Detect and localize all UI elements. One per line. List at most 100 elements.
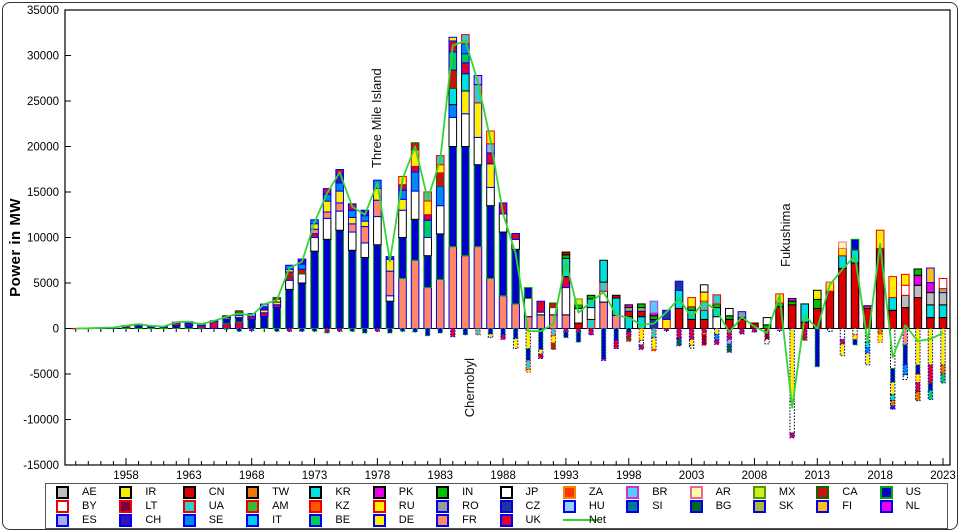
bar-segment-US	[435, 233, 445, 280]
bar-segment-US	[297, 282, 307, 329]
legend-swatch	[689, 500, 703, 514]
bar-segment-CA	[234, 310, 244, 314]
legend-label: RU	[398, 500, 415, 513]
bar-segment-FR	[486, 277, 495, 330]
legend-item-cz: CZ	[499, 500, 563, 514]
bar-segment-SE	[360, 215, 370, 222]
shutdown-segment-JP	[827, 328, 833, 332]
bar-segment-US	[423, 255, 432, 289]
bar-segment-JP	[297, 273, 307, 284]
bar-segment-UK	[259, 312, 269, 317]
bar-segment-DE	[473, 102, 483, 138]
legend-label: ES	[82, 513, 97, 526]
legend-column: IR LT CH	[119, 486, 182, 527]
legend-label: NL	[905, 500, 920, 513]
legend-swatch	[436, 486, 450, 500]
shutdown-segment-US	[538, 328, 544, 350]
shutdown-segment-DE	[512, 338, 519, 350]
bar-segment-IN	[812, 298, 822, 309]
shutdown-segment-UK	[588, 328, 594, 336]
shutdown-segment-SE	[714, 333, 720, 341]
bar-segment-JP	[461, 113, 470, 147]
bar-segment-CN	[913, 297, 923, 329]
shutdown-segment-UK	[714, 339, 720, 345]
bar-segment-US	[310, 250, 319, 329]
bar-segment-SE	[448, 104, 458, 118]
legend-item-it: IT	[246, 513, 309, 528]
bar-segment-JP	[725, 307, 734, 317]
bar-segment-UK	[461, 62, 470, 75]
shutdown-segment-UK	[563, 328, 569, 333]
legend-label: CN	[208, 486, 225, 499]
legend-column: US NL	[879, 486, 943, 527]
bar-segment-CN	[687, 318, 696, 329]
shutdown-segment-US	[512, 328, 519, 340]
legend-swatch	[119, 486, 133, 500]
bar-segment-UA	[599, 281, 608, 292]
bar-segment-IN	[913, 268, 923, 276]
annotation-fukushima: Fukushima	[777, 203, 793, 267]
legend-column: IN RO FR	[436, 486, 499, 527]
bar-segment-AE	[938, 292, 948, 306]
bar-segment-US	[523, 287, 533, 299]
bar-segment-SE	[335, 182, 344, 192]
bar-segment-IN	[561, 254, 571, 259]
bar-segment-US	[335, 229, 344, 329]
bar-segment-MX	[574, 298, 583, 306]
bar-segment-BR	[649, 300, 659, 314]
legend-label: BE	[335, 513, 351, 526]
shutdown-segment-UK	[538, 353, 544, 360]
bar-segment-AE	[913, 284, 923, 299]
x-tick-label: 2013	[804, 470, 830, 482]
bar-segment-JP	[310, 237, 319, 252]
bar-segment-JP	[322, 217, 332, 240]
shutdown-segment-US	[437, 328, 443, 334]
shutdown-segment-US	[915, 364, 921, 375]
bar-segment-CN	[938, 317, 948, 329]
shutdown-segment-CH	[890, 405, 896, 410]
bar-segment-UK	[410, 165, 420, 173]
bar-segment-RU	[900, 273, 910, 286]
legend-column: JP CZ UK	[499, 486, 563, 528]
y-tick-label: 0	[53, 324, 59, 336]
legend-item-es: ES	[56, 513, 119, 528]
bar-segment-CN	[926, 317, 935, 329]
shutdown-segment-JP	[839, 328, 846, 340]
shutdown-segment-UK	[299, 329, 305, 332]
bar-segment-CN	[699, 318, 709, 329]
shutdown-segment-US	[902, 344, 908, 366]
legend-item-fi: FI	[816, 500, 879, 514]
shutdown-segment-BE	[940, 373, 946, 384]
legend-swatch	[499, 513, 513, 527]
legend-item-kr: KR	[309, 486, 372, 500]
shutdown-segment-UK	[248, 328, 255, 331]
bar-segment-IN	[649, 315, 659, 320]
y-tick-label: 35000	[27, 5, 59, 17]
legend-swatch	[119, 500, 133, 514]
bar-segment-UA	[712, 294, 722, 305]
shutdown-segment-US	[814, 328, 820, 368]
shutdown-segment-UK	[663, 328, 670, 331]
shutdown-segment-US	[236, 328, 242, 332]
legend-label: AE	[82, 486, 97, 499]
shutdown-segment-DE	[915, 328, 921, 366]
legend-column: CA FI	[816, 486, 879, 527]
legend-swatch	[499, 486, 513, 500]
shutdown-segment-LT	[701, 333, 707, 346]
y-tick-label: -5000	[30, 369, 59, 381]
bar-segment-KR	[938, 304, 948, 319]
y-tick-label: 10000	[27, 233, 59, 245]
legend-label: UA	[208, 500, 224, 513]
shutdown-segment-UK	[324, 328, 330, 333]
legend-label: KZ	[335, 500, 350, 513]
bar-segment-RU	[662, 318, 671, 329]
shutdown-segment-US	[424, 328, 431, 337]
y-tick-label: -10000	[23, 415, 59, 427]
bar-segment-KR	[461, 73, 470, 92]
legend-swatch	[499, 500, 513, 514]
shutdown-segment-UK	[613, 339, 619, 350]
legend-item-tw: TW	[246, 486, 309, 500]
bar-segment-CN	[787, 304, 797, 329]
legend-item-uk: UK	[499, 513, 563, 528]
